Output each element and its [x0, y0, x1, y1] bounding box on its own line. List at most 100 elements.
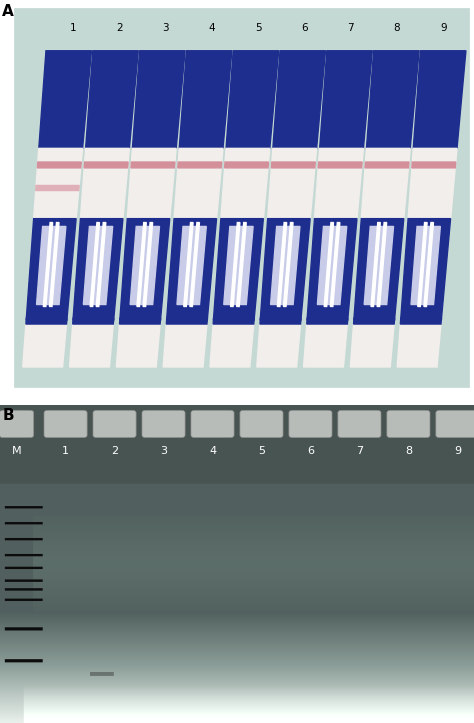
Polygon shape [49, 223, 59, 307]
Polygon shape [257, 324, 301, 367]
FancyBboxPatch shape [387, 410, 430, 437]
Polygon shape [318, 226, 347, 304]
Polygon shape [260, 318, 301, 324]
Polygon shape [318, 162, 362, 168]
Polygon shape [36, 226, 66, 304]
Polygon shape [273, 51, 326, 148]
Polygon shape [230, 223, 240, 307]
Text: 8: 8 [394, 23, 400, 33]
Polygon shape [397, 324, 441, 367]
Polygon shape [26, 218, 76, 320]
Polygon shape [184, 223, 193, 307]
Polygon shape [303, 324, 347, 367]
Polygon shape [307, 218, 357, 320]
Polygon shape [307, 318, 348, 324]
Polygon shape [178, 162, 222, 168]
FancyBboxPatch shape [191, 410, 234, 437]
Polygon shape [371, 223, 380, 307]
Polygon shape [366, 51, 419, 148]
Polygon shape [26, 318, 67, 324]
Text: 5: 5 [258, 446, 265, 456]
Polygon shape [377, 223, 387, 307]
Polygon shape [132, 51, 185, 148]
Text: 5: 5 [255, 23, 262, 33]
Polygon shape [401, 318, 441, 324]
Polygon shape [418, 223, 427, 307]
Polygon shape [23, 324, 66, 367]
Polygon shape [83, 226, 113, 304]
Polygon shape [277, 223, 287, 307]
Polygon shape [96, 223, 106, 307]
FancyBboxPatch shape [0, 410, 34, 437]
Polygon shape [137, 223, 146, 307]
Text: 9: 9 [454, 446, 461, 456]
Polygon shape [401, 218, 451, 320]
Text: B: B [2, 408, 14, 423]
Polygon shape [408, 148, 457, 218]
Polygon shape [330, 223, 340, 307]
Polygon shape [210, 324, 254, 367]
FancyBboxPatch shape [44, 410, 87, 437]
Text: A: A [2, 4, 14, 19]
FancyBboxPatch shape [436, 410, 474, 437]
Polygon shape [179, 51, 232, 148]
Text: 1: 1 [70, 23, 77, 33]
Polygon shape [319, 51, 373, 148]
Text: 4: 4 [209, 23, 215, 33]
Text: 2: 2 [117, 23, 123, 33]
FancyBboxPatch shape [93, 410, 136, 437]
Polygon shape [86, 51, 138, 148]
Polygon shape [413, 51, 466, 148]
FancyBboxPatch shape [142, 410, 185, 437]
Polygon shape [174, 148, 223, 218]
Text: 9: 9 [440, 23, 447, 33]
Polygon shape [37, 162, 82, 168]
Text: 7: 7 [356, 446, 363, 456]
Polygon shape [324, 223, 334, 307]
Polygon shape [190, 223, 200, 307]
Polygon shape [361, 148, 410, 218]
Polygon shape [127, 148, 176, 218]
Polygon shape [272, 162, 315, 168]
Polygon shape [224, 226, 253, 304]
Polygon shape [268, 148, 317, 218]
Polygon shape [365, 162, 409, 168]
Text: 6: 6 [307, 446, 314, 456]
FancyBboxPatch shape [289, 410, 332, 437]
Polygon shape [364, 226, 393, 304]
Polygon shape [283, 223, 293, 307]
Polygon shape [73, 218, 123, 320]
Text: 4: 4 [209, 446, 216, 456]
Polygon shape [130, 226, 160, 304]
Polygon shape [260, 218, 310, 320]
Polygon shape [411, 226, 440, 304]
FancyBboxPatch shape [240, 410, 283, 437]
Polygon shape [221, 148, 270, 218]
Polygon shape [213, 218, 264, 320]
Polygon shape [354, 218, 404, 320]
Polygon shape [350, 324, 394, 367]
Polygon shape [116, 324, 160, 367]
Polygon shape [131, 162, 175, 168]
Text: 1: 1 [62, 446, 69, 456]
Polygon shape [314, 148, 364, 218]
Polygon shape [34, 148, 82, 218]
Polygon shape [43, 223, 53, 307]
Polygon shape [166, 318, 208, 324]
Polygon shape [84, 162, 128, 168]
Text: 2: 2 [111, 446, 118, 456]
Polygon shape [36, 185, 79, 191]
Polygon shape [226, 51, 279, 148]
Text: 3: 3 [160, 446, 167, 456]
Polygon shape [167, 218, 217, 320]
Text: 8: 8 [405, 446, 412, 456]
Polygon shape [237, 223, 246, 307]
Polygon shape [163, 324, 207, 367]
Polygon shape [73, 318, 114, 324]
Polygon shape [39, 51, 91, 148]
Polygon shape [412, 162, 456, 168]
Polygon shape [119, 318, 161, 324]
Polygon shape [143, 223, 153, 307]
Polygon shape [120, 218, 170, 320]
Polygon shape [81, 148, 129, 218]
